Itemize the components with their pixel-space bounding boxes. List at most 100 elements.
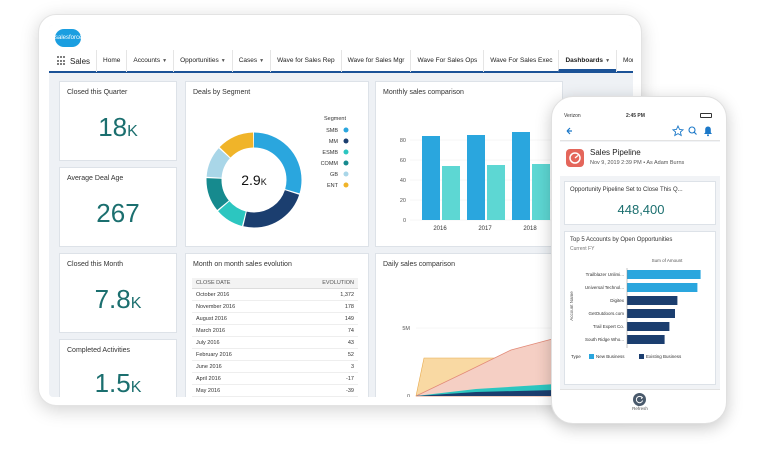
table-row[interactable]: March 2016 74 xyxy=(192,324,358,337)
nav-item-cases[interactable]: Cases ▼ xyxy=(231,50,270,72)
daily-sales-card[interactable]: Daily sales comparison 0 5M 1 2 3 4 5 6 7 8 9 10 11 1… xyxy=(375,253,563,397)
bar-series-a[interactable] xyxy=(512,132,530,220)
bar-existing-business[interactable] xyxy=(627,322,670,331)
legend-label: ESMB xyxy=(322,150,338,156)
waffle-icon[interactable] xyxy=(57,56,65,66)
top-accounts-card[interactable]: Top 5 Accounts by Open Opportunities Cur… xyxy=(564,231,716,385)
salesforce-logo[interactable]: salesforce xyxy=(55,29,82,47)
notification-bell-icon[interactable] xyxy=(704,126,712,137)
table-row[interactable]: February 2016 52 xyxy=(192,348,358,361)
nav-item-label: Dashboards xyxy=(565,57,604,64)
card-title: Monthly sales comparison xyxy=(383,89,464,96)
bar-series-a[interactable] xyxy=(467,135,485,220)
search-icon[interactable] xyxy=(688,126,697,135)
phone-nav-bar xyxy=(560,121,720,141)
legend-swatch xyxy=(343,160,349,166)
bar-series-b[interactable] xyxy=(487,165,505,220)
table-row[interactable]: June 2016 3 xyxy=(192,360,358,373)
bar-series-b[interactable] xyxy=(532,164,550,220)
donut-slice-mm[interactable] xyxy=(206,132,302,228)
refresh-icon[interactable] xyxy=(633,393,646,406)
dashboard-screen: salesforce Sales Home Accounts ▼ Opportunit… xyxy=(49,25,633,397)
chevron-down-icon[interactable]: ▼ xyxy=(259,58,265,64)
chevron-down-icon[interactable]: ▼ xyxy=(162,58,168,64)
x-tick-label: 2017 xyxy=(478,226,492,232)
evolution-cell: 149 xyxy=(282,312,358,325)
legend-swatch-new xyxy=(589,354,594,359)
metric-card-average-deal-age[interactable]: Average Deal Age 267 xyxy=(59,167,177,247)
chevron-down-icon[interactable]: ▼ xyxy=(220,58,226,64)
bar-series-a[interactable] xyxy=(422,136,440,220)
close-date-cell: October 2016 xyxy=(192,288,282,301)
record-title: Sales Pipeline xyxy=(590,148,641,157)
donut-slice-comm[interactable] xyxy=(206,132,302,228)
bar-existing-business[interactable] xyxy=(627,309,675,318)
metric-title: Closed this Month xyxy=(67,261,124,268)
mom-evolution-card[interactable]: Month on month sales evolution CLOSE DAT… xyxy=(185,253,369,397)
table-row[interactable]: November 2016 178 xyxy=(192,300,358,313)
pipeline-title: Opportunity Pipeline Set to Close This Q… xyxy=(570,187,683,193)
phone-device: Verizon 2:45 PM xyxy=(551,96,727,424)
metric-card-closed-month[interactable]: Closed this Month 7.8K xyxy=(59,253,177,333)
area-series-navy[interactable] xyxy=(416,390,556,396)
nav-item-accounts[interactable]: Accounts ▼ xyxy=(126,50,173,72)
metric-value: 7.8K xyxy=(94,284,142,314)
table-row[interactable]: July 2016 43 xyxy=(192,336,358,349)
evolution-table: CLOSE DATE EVOLUTION October 2016 1,372 No… xyxy=(192,278,358,397)
nav-item-opportunities[interactable]: Opportunities ▼ xyxy=(173,50,232,72)
back-arrow-icon[interactable] xyxy=(566,127,572,135)
close-date-cell: February 2016 xyxy=(192,348,282,361)
deals-by-segment-card[interactable]: Deals by Segment 2.9K Segment SMB MM ESMB C… xyxy=(185,81,369,247)
nav-item-wave-for-sales-exec[interactable]: Wave For Sales Exec xyxy=(483,50,558,72)
close-date-cell: November 2016 xyxy=(192,300,282,313)
metric-card-completed-activities[interactable]: Completed Activities 1.5K xyxy=(59,339,177,397)
top-accounts-subtitle: Current FY xyxy=(570,246,595,252)
nav-item-wave-for-sales-mgr[interactable]: Wave for Sales Mgr xyxy=(340,50,411,72)
chevron-down-icon[interactable]: ▼ xyxy=(605,58,611,64)
nav-item-dashboards[interactable]: Dashboards ▼ xyxy=(558,50,617,72)
pipeline-card[interactable]: Opportunity Pipeline Set to Close This Q… xyxy=(564,181,716,225)
phone-footer: Refresh xyxy=(560,389,720,411)
column-header-close-date[interactable]: CLOSE DATE xyxy=(192,278,282,289)
table-row[interactable]: August 2016 149 xyxy=(192,312,358,325)
close-date-cell: June 2016 xyxy=(192,360,282,373)
table-row[interactable]: October 2016 1,372 xyxy=(192,288,358,301)
phone-screen: Verizon 2:45 PM xyxy=(560,111,720,411)
nav-item-home[interactable]: Home xyxy=(96,50,126,72)
bar-series-b[interactable] xyxy=(442,166,460,220)
legend-label: ENT xyxy=(327,183,339,189)
metric-value: 18K xyxy=(98,112,138,142)
favorite-star-icon[interactable] xyxy=(671,124,685,137)
close-date-cell: July 2016 xyxy=(192,336,282,349)
legend-swatch xyxy=(343,138,349,144)
top-accounts-title: Top 5 Accounts by Open Opportunities xyxy=(570,237,673,243)
bar-existing-business[interactable] xyxy=(627,335,665,344)
nav-item-wave-for-sales-rep[interactable]: Wave for Sales Rep xyxy=(270,50,341,72)
bar-existing-business[interactable] xyxy=(627,296,678,305)
tablet-device: salesforce Sales Home Accounts ▼ Opportunit… xyxy=(38,14,642,406)
metric-title: Average Deal Age xyxy=(67,175,124,182)
y-tick-label: 0 xyxy=(403,218,406,224)
evolution-cell: -39 xyxy=(282,384,358,397)
nav-item-more[interactable]: More▼ xyxy=(616,50,633,72)
nav-item-label: Wave For Sales Exec xyxy=(490,57,553,64)
account-label: Digitex xyxy=(610,298,625,303)
metric-card-closed-quarter[interactable]: Closed this Quarter 18K xyxy=(59,81,177,161)
column-header-evolution[interactable]: EVOLUTION xyxy=(282,278,358,289)
nav-item-wave-for-sales-ops[interactable]: Wave For Sales Ops xyxy=(410,50,483,72)
table-row[interactable]: May 2016 -39 xyxy=(192,384,358,397)
bar-new-business[interactable] xyxy=(627,283,698,292)
donut-chart: 2.9K Segment SMB MM ESMB COMM GB ENT xyxy=(206,116,349,228)
bar-new-business[interactable] xyxy=(627,270,701,279)
record-subtitle: Nov 9, 2019 2:39 PM • As Adam Burns xyxy=(590,160,685,166)
nav-item-label: Home xyxy=(103,57,121,64)
x-tick-label: 2018 xyxy=(523,226,537,232)
table-row[interactable]: April 2016 -17 xyxy=(192,372,358,385)
donut-slice-smb[interactable] xyxy=(206,132,302,228)
evolution-cell: -17 xyxy=(282,372,358,385)
account-label: Trail Expert Co. xyxy=(593,324,624,329)
account-label: Trailblazer Unlimi... xyxy=(586,272,624,277)
y-tick-label: 0 xyxy=(407,394,410,397)
evolution-cell: 178 xyxy=(282,300,358,313)
monthly-sales-card[interactable]: Monthly sales comparison 0 20 40 60 80 2016 20… xyxy=(375,81,563,247)
